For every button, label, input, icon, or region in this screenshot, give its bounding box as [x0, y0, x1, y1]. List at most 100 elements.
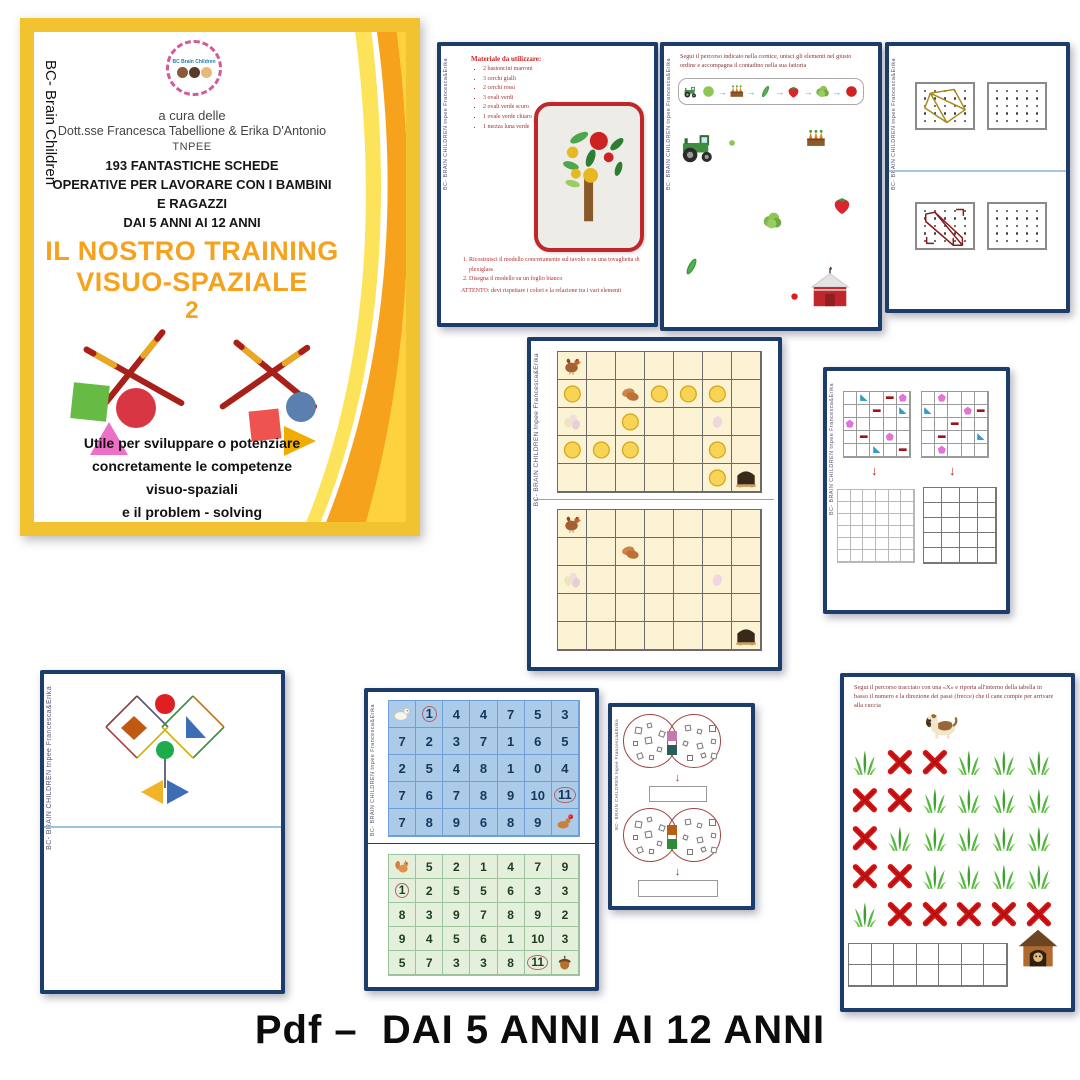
grid-cell — [987, 857, 1022, 895]
grid-cell: 7 — [470, 903, 498, 927]
grid-cell — [857, 431, 871, 444]
peg-dot — [963, 209, 967, 213]
grid-cell — [616, 510, 645, 538]
grid-number: 1 — [394, 882, 410, 899]
grid-cell — [558, 538, 587, 566]
grid-cell: 4 — [416, 927, 444, 951]
logo-text: BC Brain Children — [172, 58, 216, 65]
small-square-outline — [695, 822, 703, 829]
strawberry-icon — [786, 84, 801, 99]
answer-box — [648, 786, 707, 802]
list-item: visuo-spaziali — [146, 481, 238, 497]
grid-cell — [587, 510, 616, 538]
grid-cell — [674, 566, 703, 594]
divider-line — [889, 170, 1066, 172]
grid-cell — [551, 951, 579, 975]
peg-dot — [953, 119, 957, 123]
grid-number: 7 — [479, 733, 488, 749]
sheet-spine-text: BC- BRAIN CHILDREN tnpee Francesca&Erika — [370, 704, 376, 837]
grid-cell — [732, 538, 761, 566]
empty-cell — [942, 533, 960, 548]
chicken-icon — [562, 514, 583, 534]
peg-dot — [1035, 112, 1039, 115]
grid-number: 8 — [507, 907, 514, 922]
grid-cell: 3 — [551, 879, 579, 903]
grid-number: 4 — [452, 706, 460, 722]
peg-dot — [1025, 209, 1029, 213]
child-face-icon — [176, 66, 188, 78]
cover-title: IL NOSTRO TRAINING VISUO-SPAZIALE 2 — [34, 236, 350, 324]
grid-cell: 9 — [497, 782, 525, 809]
grid-number: 1 — [507, 733, 515, 749]
grid-cell — [587, 538, 616, 566]
grass-path-grid — [848, 743, 1056, 933]
grid-cell — [587, 594, 616, 622]
peg-dot — [953, 224, 957, 228]
dog-icon — [914, 707, 968, 741]
peg-dot — [1005, 97, 1009, 100]
squirrel-icon — [392, 858, 411, 875]
peg-dot — [1015, 232, 1019, 235]
coin-icon — [707, 384, 728, 404]
grid-cell: 2 — [416, 728, 444, 755]
empty-cell — [978, 548, 996, 563]
grid-number: 2 — [425, 883, 433, 898]
peg-dot — [963, 97, 967, 100]
worksheet-tree-model: BC- BRAIN CHILDREN tnpee Francesca&Erika… — [437, 42, 658, 327]
grid-number: 5 — [425, 760, 433, 776]
peg-dot — [933, 89, 937, 93]
empty-cell — [863, 514, 876, 526]
peg-dot — [1025, 119, 1029, 123]
peg-dot — [1025, 104, 1029, 108]
grid-cell — [883, 743, 918, 781]
acorn-icon — [555, 954, 574, 971]
grid-cell: 8 — [470, 782, 498, 809]
peg-dot — [953, 97, 957, 100]
empty-cell — [849, 965, 872, 986]
grid-cell — [948, 444, 962, 457]
grid-number: 5 — [480, 883, 487, 898]
grid-cell: 9 — [524, 809, 552, 836]
empty-copy-grid — [923, 487, 997, 564]
grid-cell — [896, 405, 910, 418]
instructions-list: Ricostruisci il modello concretamente su… — [457, 256, 655, 285]
tri-icon — [872, 445, 882, 454]
grid-cell — [645, 436, 674, 464]
grid-cell — [703, 380, 732, 408]
dot-grid-model — [915, 82, 975, 130]
intersection-square — [666, 731, 677, 741]
peg-dot — [1025, 112, 1029, 115]
grid-cell — [883, 431, 897, 444]
pent-icon — [845, 419, 855, 428]
dot-grid-empty — [987, 202, 1047, 250]
grid-number: 3 — [561, 931, 569, 946]
grid-cell — [896, 431, 910, 444]
grid-cell: 9 — [389, 927, 417, 951]
small-square-outline — [709, 752, 718, 760]
grid-cell — [974, 418, 988, 431]
empty-cell — [838, 490, 851, 502]
red-circle-shape — [116, 388, 156, 428]
peg-dot — [1005, 239, 1009, 243]
grid-number: 2 — [398, 760, 406, 776]
grid-cell — [844, 431, 858, 444]
peg-dot — [1025, 217, 1029, 220]
grid-cell: 1 — [416, 701, 444, 728]
grid-cell: 8 — [470, 755, 498, 782]
grid-cell — [848, 743, 883, 781]
small-square-outline — [708, 725, 716, 732]
divider-line — [44, 826, 281, 828]
empty-cell — [924, 533, 942, 548]
grid-cell — [703, 352, 732, 380]
grid-cell — [645, 380, 674, 408]
peg-dot — [1015, 239, 1019, 243]
peg-dot — [1035, 224, 1039, 228]
peg-dot — [1035, 217, 1039, 220]
peg-dot — [1025, 239, 1029, 243]
grid-cell — [587, 408, 616, 436]
list-item: concretamente le competenze — [92, 458, 292, 474]
grid-number: 5 — [453, 931, 460, 946]
grid-cell: 5 — [524, 701, 552, 728]
empty-cell — [978, 518, 996, 533]
grid-cell: 1 — [389, 879, 417, 903]
